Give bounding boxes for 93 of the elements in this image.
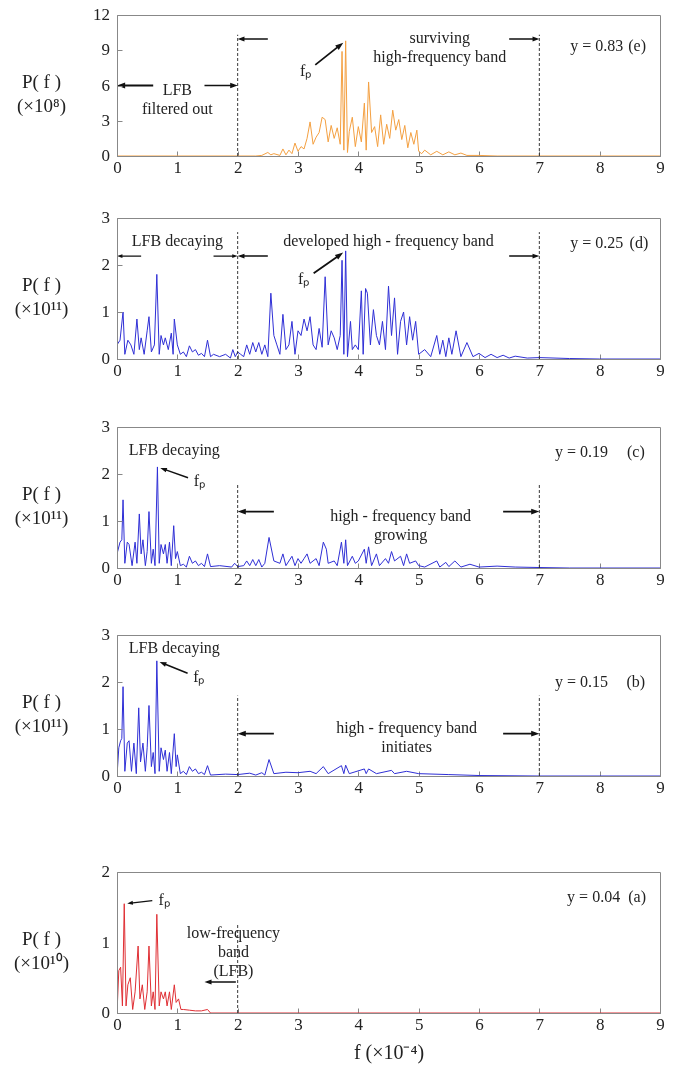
- x-tick-label: 8: [595, 157, 605, 177]
- annotation: high - frequency band initiates: [336, 719, 478, 756]
- x-tick-label: 3: [294, 360, 303, 380]
- x-tick-label: 7: [535, 569, 545, 589]
- annotation: (e): [628, 37, 646, 56]
- annotation: y = 0.25: [570, 234, 624, 253]
- x-tick-label: 7: [535, 360, 545, 380]
- x-tick-label: 4: [354, 777, 364, 797]
- annotation: y = 0.04: [567, 888, 621, 907]
- annotation: LFB decaying: [128, 638, 220, 657]
- x-tick-label: 3: [294, 777, 303, 797]
- annotation: fₚ: [300, 61, 312, 80]
- annotation: LFB decaying: [128, 440, 220, 459]
- line-series: [117, 660, 660, 776]
- x-tick-label: 3: [294, 569, 303, 589]
- annotation: fₚ: [193, 471, 206, 490]
- annotation: y = 0.83: [570, 37, 624, 56]
- y-tick-label: 6: [101, 75, 110, 95]
- line-series: [117, 250, 660, 359]
- y-tick-label: 3: [101, 208, 110, 227]
- x-tick-label: 2: [233, 360, 243, 380]
- y-axis-title: P( f ) (×10¹¹): [14, 483, 69, 529]
- y-axis-title: P( f ) (×10¹⁰): [13, 928, 70, 974]
- x-tick-label: 2: [233, 157, 243, 177]
- x-tick-label: 5: [414, 777, 424, 797]
- x-tick-label: 4: [354, 360, 364, 380]
- y-tick-label: 9: [101, 40, 110, 60]
- x-tick-label: 5: [414, 1014, 424, 1034]
- x-tick-label: 2: [233, 777, 243, 797]
- x-tick-label: 1: [173, 569, 183, 589]
- y-axis-title: P( f ) (×10¹¹): [14, 691, 69, 737]
- annotation: y = 0.15: [555, 672, 609, 691]
- y-axis-title: P( f ) (×10⁸): [17, 71, 66, 117]
- annotation: (a): [628, 888, 646, 907]
- annotation: (c): [626, 443, 645, 462]
- y-tick-label: 1: [101, 932, 110, 952]
- annotation: surviving high-frequency band: [373, 28, 507, 66]
- annotation: y = 0.19: [555, 443, 609, 462]
- annotation: (d): [629, 234, 649, 253]
- y-tick-label: 3: [101, 625, 110, 644]
- annotation: LFB filtered out: [142, 80, 214, 117]
- x-tick-label: 6: [475, 157, 484, 177]
- annotation: fₚ: [298, 269, 310, 288]
- x-tick-label: 4: [354, 1014, 364, 1034]
- y-tick-label: 2: [101, 862, 110, 881]
- x-axis-title: f (×10⁻⁴): [353, 1040, 425, 1064]
- y-axis-title: P( f ) (×10¹¹): [14, 274, 69, 320]
- x-tick-label: 1: [173, 360, 183, 380]
- x-tick-label: 1: [173, 1014, 183, 1034]
- y-tick-label: 1: [101, 511, 110, 530]
- annotation: LFB decaying: [131, 231, 223, 250]
- x-tick-label: 4: [354, 569, 364, 589]
- x-tick-label: 7: [535, 157, 545, 177]
- annotation: fₚ: [193, 667, 205, 686]
- x-tick-label: 2: [233, 569, 243, 589]
- x-tick-label: 5: [414, 157, 424, 177]
- annotation: developed high - frequency band: [283, 231, 494, 250]
- x-tick-label: 6: [475, 360, 484, 380]
- x-tick-label: 3: [294, 1014, 303, 1034]
- x-tick-label: 7: [535, 777, 545, 797]
- annotation: (b): [626, 672, 646, 691]
- x-tick-label: 8: [595, 360, 605, 380]
- y-tick-label: 3: [101, 110, 110, 130]
- annotation: high - frequency band growing: [330, 506, 471, 544]
- x-tick-label: 6: [475, 1014, 484, 1034]
- x-tick-label: 9: [656, 1014, 665, 1034]
- x-tick-label: 6: [475, 569, 484, 589]
- x-tick-label: 9: [656, 360, 665, 380]
- x-tick-label: 8: [595, 1014, 605, 1034]
- x-tick-label: 1: [173, 157, 183, 177]
- y-tick-label: 2: [101, 464, 110, 483]
- x-tick-label: 8: [595, 777, 605, 797]
- line-series: [117, 466, 660, 568]
- x-tick-label: 9: [656, 569, 665, 589]
- x-tick-label: 9: [656, 777, 665, 797]
- y-tick-label: 2: [101, 672, 110, 691]
- x-tick-label: 3: [294, 157, 303, 177]
- x-tick-label: 5: [414, 360, 424, 380]
- x-tick-label: 8: [595, 569, 605, 589]
- y-tick-label: 12: [93, 5, 110, 24]
- x-tick-label: 5: [414, 569, 424, 589]
- y-tick-label: 1: [101, 302, 110, 321]
- x-tick-label: 7: [535, 1014, 545, 1034]
- x-tick-label: 6: [475, 777, 484, 797]
- x-tick-label: 1: [173, 777, 183, 797]
- x-tick-label: 4: [354, 157, 364, 177]
- x-tick-label: 2: [233, 1014, 243, 1034]
- annotation: fₚ: [158, 890, 170, 909]
- annotation: low-frequency band (LFB): [186, 923, 281, 980]
- y-tick-label: 2: [101, 255, 110, 274]
- y-tick-label: 3: [101, 417, 110, 436]
- y-tick-label: 1: [101, 719, 110, 738]
- x-tick-label: 9: [656, 157, 665, 177]
